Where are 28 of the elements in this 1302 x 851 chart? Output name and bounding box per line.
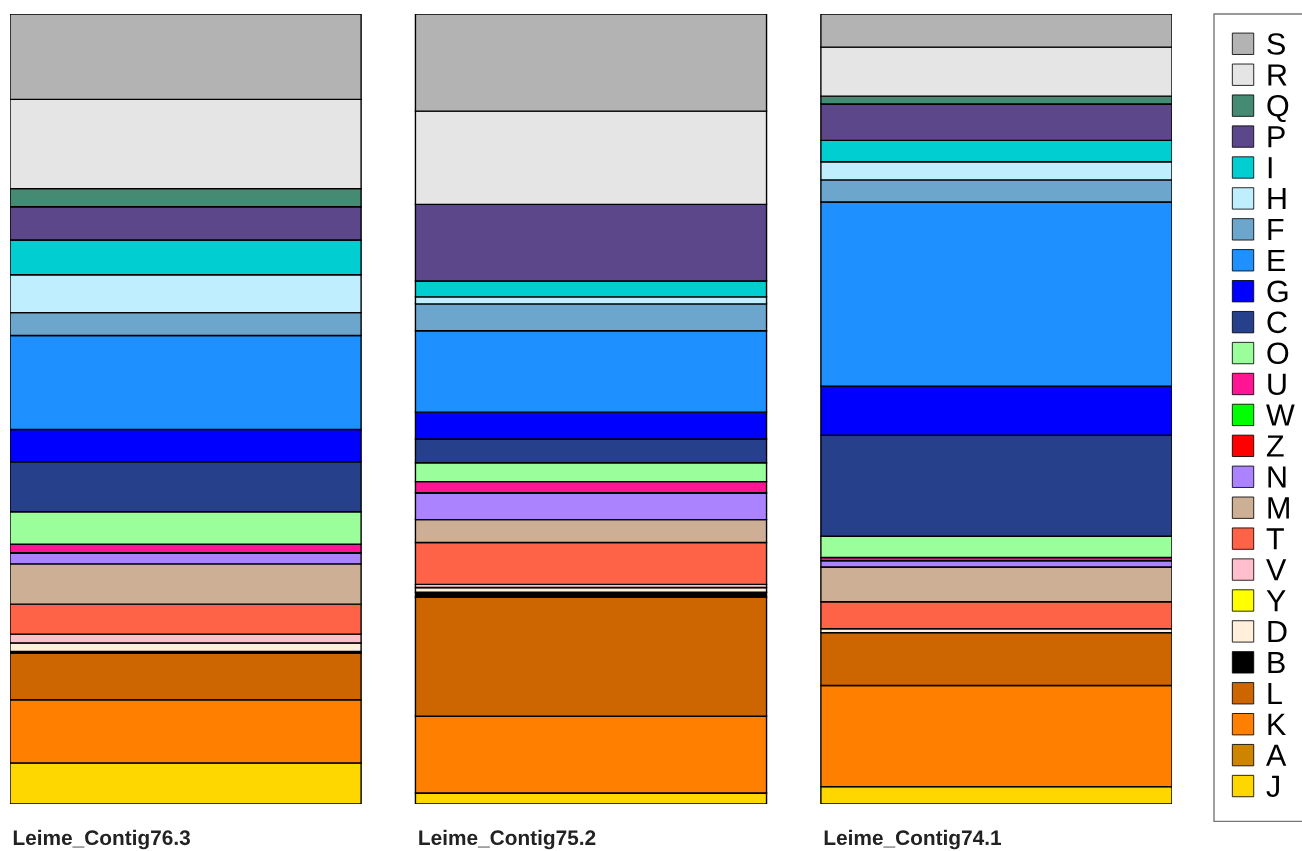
legend-label: C — [1267, 311, 1287, 334]
legend-label: G — [1267, 280, 1288, 303]
legend-label: Y — [1266, 590, 1286, 612]
legend-label: O — [1267, 342, 1289, 365]
legend-label: L — [1268, 682, 1282, 704]
legend-label: I — [1268, 157, 1272, 179]
legend-label: E — [1268, 249, 1286, 271]
legend-label: T — [1266, 528, 1284, 550]
legend-label: S — [1267, 33, 1285, 55]
legend-label: P — [1268, 126, 1285, 148]
legend-label: F — [1268, 219, 1284, 241]
legend-label: H — [1268, 188, 1286, 210]
legend-label: W — [1266, 404, 1295, 426]
legend-label: Q — [1267, 95, 1289, 123]
legend-label: M — [1268, 497, 1289, 519]
legend-label: Z — [1266, 435, 1284, 457]
legend-label: B — [1268, 652, 1285, 674]
legend-label: V — [1266, 559, 1287, 581]
legend-label: N — [1268, 466, 1286, 488]
legend-label: J — [1266, 775, 1279, 798]
legend-label: K — [1268, 713, 1286, 735]
x-tick-label: Leime_Contig74.1 — [824, 829, 1002, 850]
x-tick-label: Leime_Contig75.2 — [419, 829, 596, 850]
legend-label: U — [1268, 373, 1286, 395]
x-tick-label: Leime_Contig76.3 — [13, 829, 190, 850]
legend-label: R — [1268, 64, 1287, 86]
legend-label: A — [1266, 744, 1287, 766]
legend-label: D — [1268, 621, 1287, 643]
